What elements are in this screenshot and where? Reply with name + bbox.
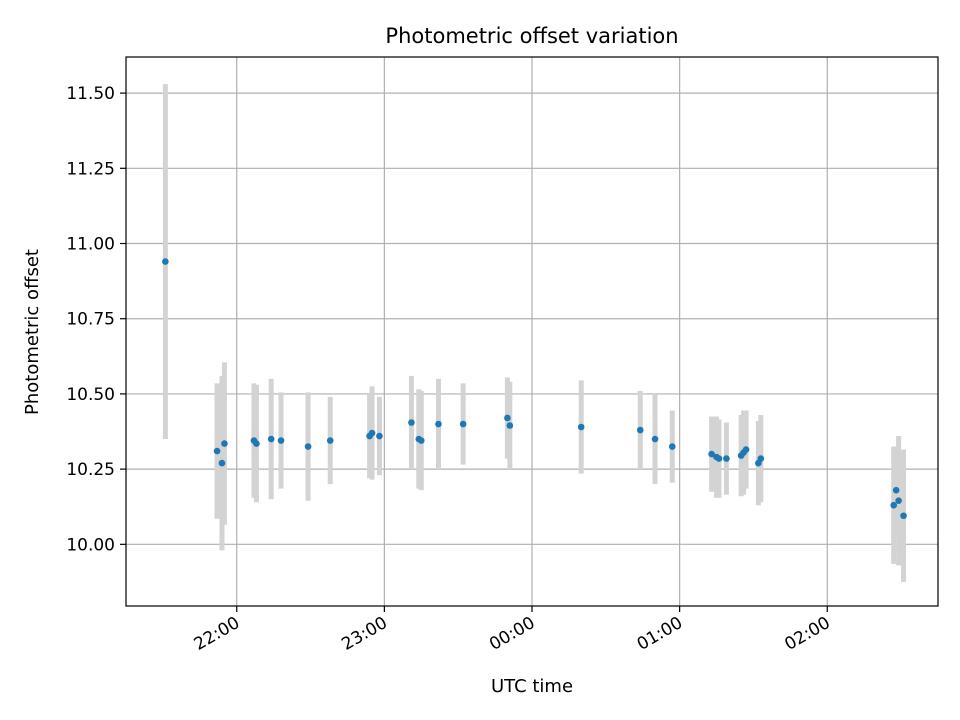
- data-point: [304, 443, 312, 450]
- data-point: [708, 450, 715, 458]
- data-point: [757, 455, 765, 462]
- y-tick-label: 10.50: [66, 385, 115, 405]
- y-tick-label: 11.25: [66, 159, 115, 179]
- y-tick-label: 11.00: [66, 235, 115, 255]
- data-point: [577, 423, 585, 431]
- chart-title: Photometric offset variation: [385, 24, 678, 48]
- data-points: [162, 258, 907, 520]
- data-point: [900, 512, 907, 520]
- data-point: [267, 435, 275, 443]
- data-point: [459, 420, 467, 428]
- data-point: [742, 446, 750, 453]
- data-point: [417, 437, 425, 444]
- data-point: [636, 426, 644, 434]
- data-point: [277, 437, 285, 444]
- data-point: [221, 440, 228, 447]
- data-point: [218, 459, 226, 467]
- data-point: [890, 501, 898, 509]
- data-point: [326, 437, 334, 444]
- data-point: [368, 429, 376, 437]
- y-axis-label: Photometric offset: [22, 249, 43, 415]
- data-point: [715, 455, 723, 462]
- data-point: [253, 440, 260, 447]
- y-tick-label: 10.00: [66, 535, 115, 555]
- y-ticks: 10.00 10.25 10.50 10.75 11.00 11.25 11.50: [66, 84, 126, 555]
- data-point: [213, 447, 221, 455]
- data-point: [162, 258, 169, 265]
- y-tick-label: 10.25: [66, 460, 115, 480]
- y-tick-label: 11.50: [66, 84, 115, 104]
- data-point: [651, 435, 659, 443]
- grid-lines: [126, 57, 938, 606]
- data-point: [408, 419, 415, 426]
- data-point: [435, 420, 442, 428]
- data-point: [504, 414, 511, 422]
- data-point: [506, 422, 514, 429]
- data-point: [895, 497, 902, 505]
- x-axis-label: UTC time: [491, 676, 573, 697]
- data-point: [892, 486, 900, 494]
- data-point: [723, 455, 730, 462]
- data-point: [376, 432, 383, 440]
- y-tick-label: 10.75: [66, 310, 115, 330]
- data-point: [668, 443, 676, 450]
